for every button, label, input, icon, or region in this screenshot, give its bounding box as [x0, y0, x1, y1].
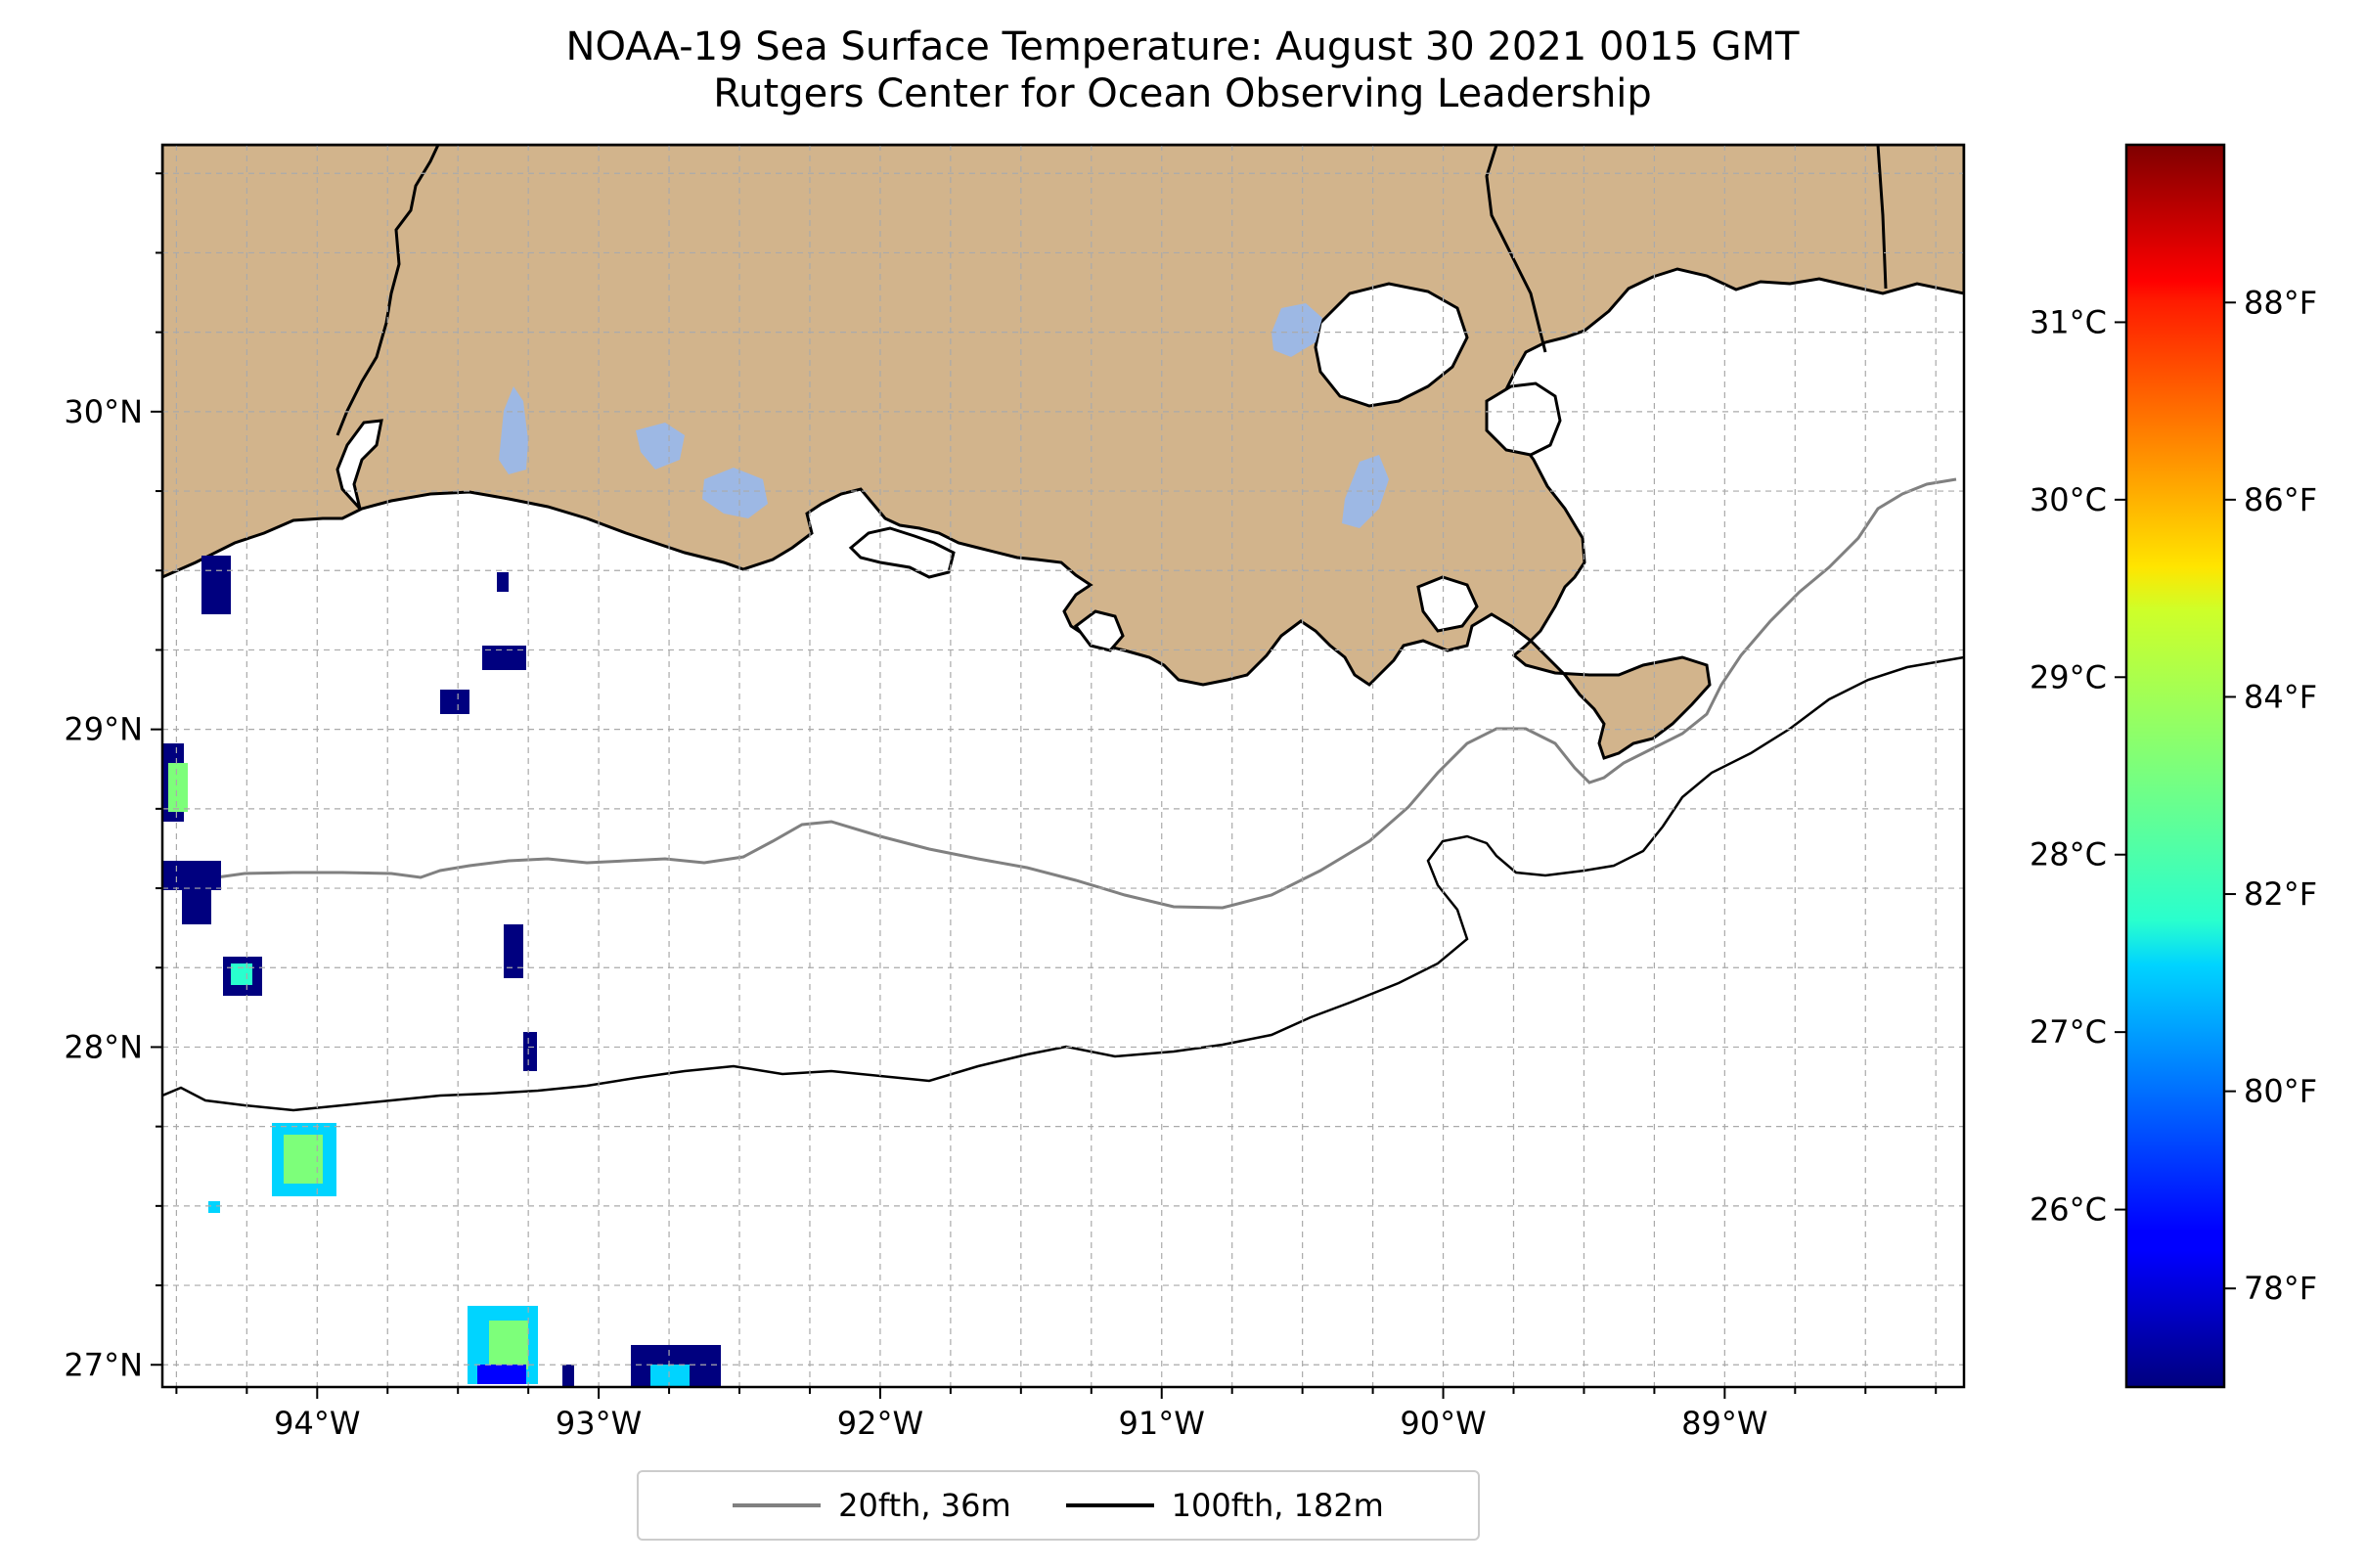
sst-patch — [504, 924, 523, 978]
legend-swatch-100fth — [1065, 1503, 1154, 1507]
sst-patch — [201, 556, 231, 614]
bay-atchafalaya — [1073, 609, 1125, 652]
lon-tick-label: 92°W — [837, 1405, 923, 1442]
lake-pontchartrain — [1314, 282, 1469, 408]
sst-patch — [208, 1201, 220, 1213]
lake-borgne — [1485, 381, 1562, 457]
sst-patch — [284, 1135, 323, 1184]
sst-patches — [162, 556, 721, 1387]
cb-label-c: 31°C — [2030, 303, 2107, 340]
lon-tick-label: 93°W — [556, 1405, 642, 1442]
sst-patch — [182, 890, 211, 924]
title-line-2: Rutgers Center for Ocean Observing Leade… — [713, 71, 1652, 116]
bay-barataria — [1416, 575, 1479, 633]
lon-tick-label: 90°W — [1400, 1405, 1486, 1442]
sst-patch — [489, 1321, 528, 1369]
map-frame — [160, 143, 1966, 1389]
sst-patch — [168, 763, 188, 812]
colorbar — [2124, 143, 2226, 1389]
isobath-100fth — [162, 655, 1964, 1112]
lake-5 — [1342, 455, 1389, 528]
sst-patch — [562, 1365, 574, 1387]
gridlines — [162, 145, 1964, 1387]
cb-label-f: 84°F — [2244, 678, 2317, 715]
cb-label-f: 78°F — [2244, 1270, 2317, 1307]
legend: 20fth, 36m 100fth, 182m — [637, 1470, 1480, 1541]
title-line-1: NOAA-19 Sea Surface Temperature: August … — [565, 24, 1800, 69]
lat-tick-label: 29°N — [64, 711, 143, 748]
sst-patch — [440, 690, 469, 714]
lake-4 — [1272, 303, 1322, 357]
sst-patch — [482, 646, 526, 670]
lat-tick-label: 28°N — [64, 1028, 143, 1065]
lake-1 — [499, 386, 528, 474]
legend-item-20fth: 20fth, 36m — [733, 1487, 1011, 1524]
legend-item-100fth: 100fth, 182m — [1065, 1487, 1384, 1524]
cb-label-c: 30°C — [2030, 481, 2107, 518]
cb-label-c: 26°C — [2030, 1191, 2107, 1229]
lake-2 — [636, 423, 685, 470]
cb-label-c: 28°C — [2030, 836, 2107, 874]
lon-tick-label: 94°W — [274, 1405, 360, 1442]
cb-label-f: 88°F — [2244, 284, 2317, 321]
sst-patch — [162, 861, 221, 890]
bay-calcasieu — [335, 419, 383, 511]
sst-patch — [477, 1365, 526, 1384]
lat-tick-label: 27°N — [64, 1346, 143, 1383]
lat-tick-label: 30°N — [64, 393, 143, 430]
cb-label-c: 27°C — [2030, 1013, 2107, 1051]
legend-label-20fth: 20fth, 36m — [838, 1487, 1011, 1524]
lon-tick-label: 91°W — [1119, 1405, 1205, 1442]
lon-tick-label: 89°W — [1681, 1405, 1767, 1442]
colorbar-ticks: 78°F 80°F 82°F 84°F 86°F 88°F 26°C 27°C 28°C 29°C… — [2030, 284, 2317, 1307]
lake-3 — [702, 468, 768, 518]
legend-label-100fth: 100fth, 182m — [1171, 1487, 1384, 1524]
cb-label-c: 29°C — [2030, 658, 2107, 695]
state-border-ms-al — [1876, 145, 1888, 290]
sst-patch — [231, 963, 252, 985]
map-title: NOAA-19 Sea Surface Temperature: August … — [0, 23, 2365, 117]
sst-patch — [497, 572, 509, 592]
cb-label-f: 80°F — [2244, 1073, 2317, 1110]
cb-label-f: 82°F — [2244, 875, 2317, 913]
sst-patch — [650, 1365, 690, 1387]
state-border — [335, 145, 440, 436]
cb-label-f: 86°F — [2244, 481, 2317, 518]
isobath-20fth — [162, 477, 1957, 910]
bay-vermilion — [848, 526, 956, 579]
axis-ticks: 94°W 93°W 92°W 91°W 90°W 89°W 27°N 28°N 29°N 30°N — [64, 172, 1938, 1442]
legend-swatch-20fth — [733, 1503, 822, 1507]
sst-patch — [523, 1032, 537, 1071]
